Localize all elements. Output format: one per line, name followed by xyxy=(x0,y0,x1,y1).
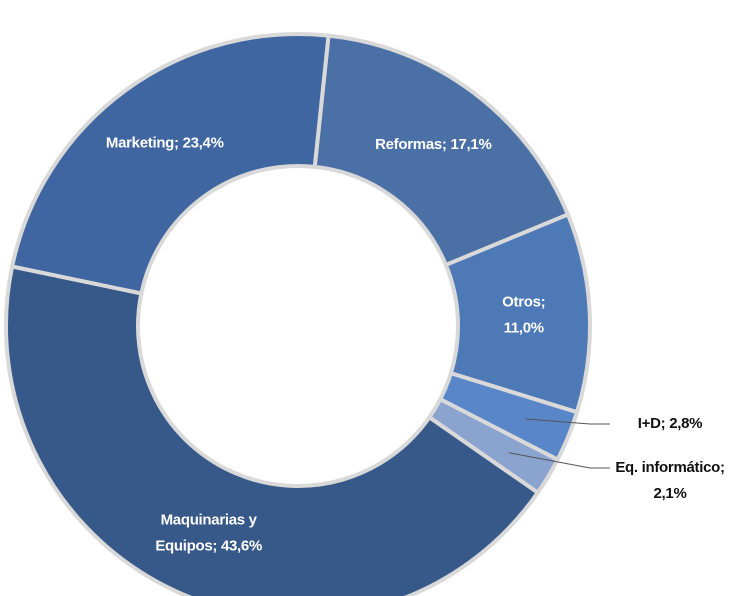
slice-label: Otros; 11,0% xyxy=(502,294,545,337)
slice xyxy=(9,32,331,296)
leader-line xyxy=(508,452,610,469)
slice xyxy=(312,33,571,268)
slice-label: I+D; 2,8% xyxy=(638,415,702,432)
leader-line xyxy=(525,418,610,425)
slice xyxy=(4,264,541,596)
slice-label: Eq. informático; 2,1% xyxy=(615,459,724,502)
slice-label: Maquinarias y Equipos; 43,6% xyxy=(155,512,262,555)
slice-label: Marketing; 23,4% xyxy=(106,134,224,151)
slice-label: Reformas; 17,1% xyxy=(375,136,491,153)
